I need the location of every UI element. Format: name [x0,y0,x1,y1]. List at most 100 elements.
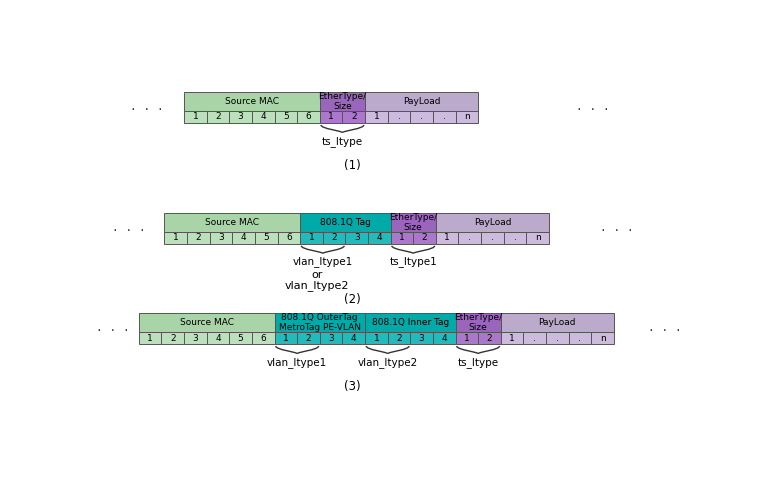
Text: .: . [514,233,516,242]
Bar [388,332,410,344]
Bar [458,232,481,244]
Bar [368,232,391,244]
Bar [343,332,365,344]
Bar [252,111,275,123]
Text: 3: 3 [419,334,425,343]
Bar [184,92,319,111]
Text: .: . [398,112,400,121]
Bar [413,232,436,244]
Bar [252,332,275,344]
Text: (3): (3) [343,380,360,394]
Text: n: n [535,233,541,242]
Bar [455,313,501,332]
Text: .: . [443,112,445,121]
Bar [230,111,252,123]
Bar [365,332,388,344]
Text: (2): (2) [343,293,360,306]
Bar [139,313,275,332]
Bar [523,332,546,344]
Text: 3: 3 [193,334,198,343]
Text: . . .: . . . [96,324,130,334]
Bar [319,111,343,123]
Text: . . .: . . . [576,102,610,112]
Text: . . .: . . . [130,102,164,112]
Text: 6: 6 [260,334,266,343]
Text: 2: 2 [487,334,492,343]
Text: . . .: . . . [112,223,146,233]
Text: PayLoad: PayLoad [403,97,440,106]
Bar [161,332,184,344]
Text: 6: 6 [286,233,292,242]
Text: 2: 2 [170,334,176,343]
Text: ts_ltype: ts_ltype [322,136,363,147]
Text: 4: 4 [260,112,266,121]
Text: vlan_ltype1: vlan_ltype1 [267,357,327,368]
Bar [501,313,614,332]
Bar [546,332,568,344]
Bar [478,332,501,344]
Text: .: . [468,233,472,242]
Text: 1: 1 [193,112,198,121]
Bar [391,232,413,244]
Bar [323,232,346,244]
Text: Source MAC: Source MAC [205,218,260,227]
Text: . . .: . . . [600,223,634,233]
Text: 5: 5 [263,233,269,242]
Bar [410,332,433,344]
Text: .: . [491,233,494,242]
Bar [481,232,504,244]
Text: n: n [600,334,605,343]
Text: ts_ltype: ts_ltype [458,357,498,368]
Bar [365,313,455,332]
Bar [210,232,232,244]
Bar [319,332,343,344]
Text: 1: 1 [399,233,405,242]
Text: 2: 2 [306,334,311,343]
Text: 1: 1 [283,334,289,343]
Text: 4: 4 [351,334,356,343]
Bar [319,92,365,111]
Bar [275,313,365,332]
Bar [365,92,478,111]
Bar [230,332,252,344]
Bar [139,332,161,344]
Text: EtherType/
Size: EtherType/ Size [454,313,502,332]
Bar [164,232,187,244]
Text: 1: 1 [464,334,470,343]
Text: 3: 3 [328,334,334,343]
Text: 5: 5 [283,112,289,121]
Bar [433,332,455,344]
Text: .: . [533,334,536,343]
Bar [591,332,614,344]
Text: 2: 2 [396,334,402,343]
Text: 1: 1 [309,233,314,242]
Text: 1: 1 [328,112,334,121]
Text: 1: 1 [373,112,379,121]
Text: 4: 4 [442,334,447,343]
Text: .: . [420,112,423,121]
Text: PayLoad: PayLoad [538,318,576,327]
Text: . . .: . . . [647,324,681,334]
Text: 4: 4 [215,334,221,343]
Bar [346,232,368,244]
Bar [164,213,300,232]
Text: 808.1Q Tag: 808.1Q Tag [320,218,371,227]
Text: 2: 2 [215,112,221,121]
Text: 1: 1 [173,233,179,242]
Text: .: . [578,334,581,343]
Text: n: n [464,112,470,121]
Bar [297,111,319,123]
Bar [255,232,277,244]
Text: 3: 3 [354,233,359,242]
Text: EtherType/
Size: EtherType/ Size [389,213,437,232]
Bar [526,232,549,244]
Text: vlan_ltype2: vlan_ltype2 [358,357,418,368]
Bar [207,111,230,123]
Text: vlan_ltype2: vlan_ltype2 [285,280,349,291]
Text: 2: 2 [422,233,427,242]
Bar [501,332,523,344]
Text: 2: 2 [196,233,201,242]
Bar [455,332,478,344]
Text: ts_ltype1: ts_ltype1 [389,256,437,267]
Text: 6: 6 [306,112,311,121]
